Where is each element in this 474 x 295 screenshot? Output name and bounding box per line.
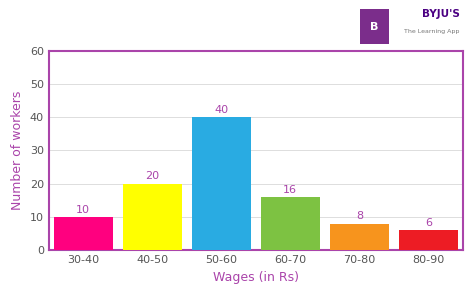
Text: The Learning App: The Learning App (404, 30, 460, 35)
Y-axis label: Number of workers: Number of workers (11, 91, 24, 210)
Text: 10: 10 (76, 205, 90, 215)
Text: 6: 6 (425, 218, 432, 228)
Bar (399, 230, 458, 250)
Text: 40: 40 (214, 105, 228, 115)
Text: BYJU'S: BYJU'S (422, 9, 460, 19)
Text: 20: 20 (145, 171, 159, 181)
Bar (330, 224, 389, 250)
Bar (123, 184, 182, 250)
Bar (192, 117, 251, 250)
Text: 16: 16 (283, 185, 297, 195)
Bar (54, 217, 112, 250)
X-axis label: Wages (in Rs): Wages (in Rs) (213, 271, 299, 284)
Text: B: B (370, 22, 379, 32)
Text: 8: 8 (356, 212, 363, 222)
Bar (261, 197, 319, 250)
